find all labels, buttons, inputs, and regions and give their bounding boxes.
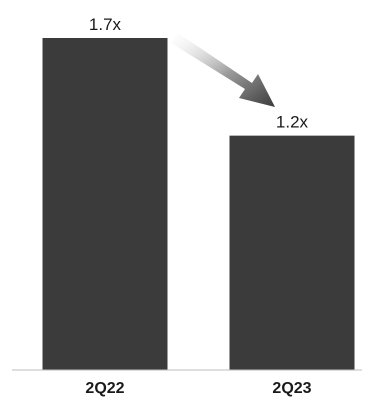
bar-2Q22 xyxy=(42,38,168,370)
bars-group xyxy=(42,38,355,370)
value-label-2Q22: 1.7x xyxy=(89,15,122,34)
category-label-2Q22: 2Q22 xyxy=(85,380,124,397)
value-labels-group: 1.7x 1.2x xyxy=(89,15,309,132)
decrease-arrow xyxy=(171,33,275,107)
value-label-2Q23: 1.2x xyxy=(276,113,309,132)
decrease-arrow-icon xyxy=(171,33,275,107)
category-labels-group: 2Q22 2Q23 xyxy=(85,380,311,397)
category-label-2Q23: 2Q23 xyxy=(272,380,311,397)
bar-2Q23 xyxy=(229,135,355,370)
